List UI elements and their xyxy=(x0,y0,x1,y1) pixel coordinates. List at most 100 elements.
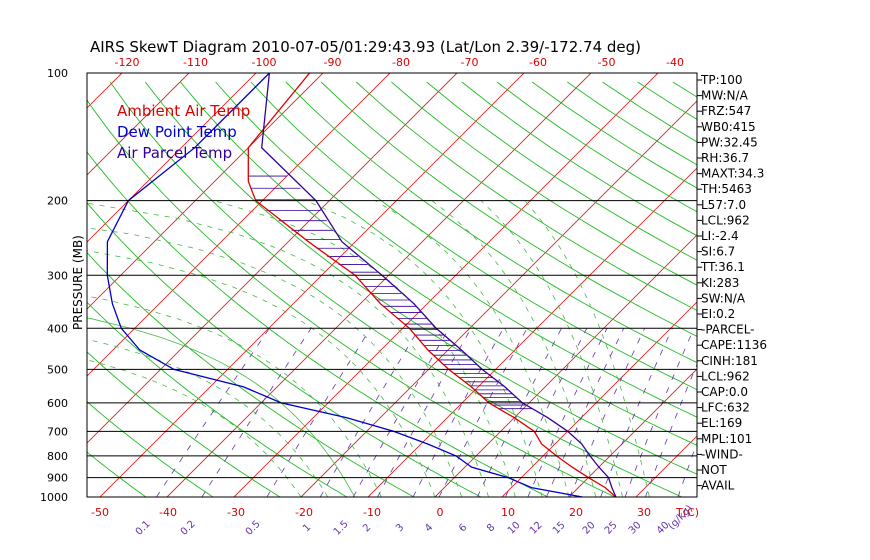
isotherm-line xyxy=(87,73,257,243)
pressure-tick-label: 1000 xyxy=(40,491,68,504)
bottom-temp-tick-label: -40 xyxy=(159,506,177,519)
index-value: L57:7.0 xyxy=(701,198,746,212)
dry-adiabat-line xyxy=(87,451,147,497)
dry-adiabat-line xyxy=(849,82,870,506)
dry-adiabat-line xyxy=(144,81,697,475)
mixing-ratio-line xyxy=(352,328,450,497)
top-temp-tick-label: -40 xyxy=(666,56,684,69)
bottom-temp-tick-label: 10 xyxy=(501,506,515,519)
mixing-ratio-label: 12 xyxy=(528,520,545,537)
plot-frame xyxy=(86,72,698,498)
temp-unit-label: T(C) xyxy=(675,506,699,519)
index-value: EL:169 xyxy=(701,416,742,430)
legend-entry: Air Parcel Temp xyxy=(117,144,232,162)
mixing-ratio-label: 6 xyxy=(457,522,469,534)
mixing-ratio-label: 30 xyxy=(627,520,644,537)
dry-adiabat-line xyxy=(87,301,348,497)
legend: Ambient Air Temp Dew Point Temp Air Parcel… xyxy=(117,102,250,162)
mixing-ratio-line xyxy=(201,328,312,497)
pressure-tick-label: 700 xyxy=(47,425,68,438)
index-value: MPL:101 xyxy=(701,432,752,446)
mixing-ratio-line xyxy=(377,328,472,497)
isotherm-line xyxy=(770,73,870,497)
mixing-ratio-line xyxy=(546,328,625,497)
top-temp-tick-label: -110 xyxy=(183,56,208,69)
dry-adiabat-line xyxy=(87,202,482,497)
dry-adiabat-line xyxy=(87,401,214,497)
dry-adiabat-line xyxy=(87,351,281,497)
mixing-ratio-label: 1 xyxy=(301,522,313,534)
dry-adiabat-line xyxy=(250,81,697,391)
pressure-tick-label: 100 xyxy=(47,67,68,80)
mixing-ratio-label: 0.1 xyxy=(134,519,153,538)
index-value: RH:36.7 xyxy=(701,151,749,165)
mixing-ratio-line xyxy=(569,328,646,497)
isotherm-line xyxy=(87,73,190,176)
index-value: LI:-2.4 xyxy=(701,229,739,243)
dry-adiabat-line xyxy=(215,81,697,418)
index-value: LFC:632 xyxy=(701,401,750,415)
isotherm-line xyxy=(501,301,697,497)
mixing-ratio-label: 15 xyxy=(551,520,568,537)
mixing-ratio-label: 8 xyxy=(485,522,497,534)
pressure-tick-label: 500 xyxy=(47,363,68,376)
dry-adiabat-line xyxy=(320,81,697,337)
series-dew-point-temp xyxy=(106,73,583,497)
isotherm-line xyxy=(87,73,391,377)
moist-adiabat-line xyxy=(0,275,329,497)
moist-adiabat-line xyxy=(213,200,516,497)
index-value: CINH:181 xyxy=(701,354,758,368)
isotherm-line xyxy=(367,167,697,497)
top-temp-tick-label: -70 xyxy=(461,56,479,69)
pressure-tick-label: 300 xyxy=(47,269,68,282)
top-temp-tick-label: -90 xyxy=(324,56,342,69)
dry-adiabat-line xyxy=(285,81,697,364)
moist-adiabat-line xyxy=(87,227,463,497)
index-value: TH:5463 xyxy=(700,182,752,196)
mixing-ratio-line xyxy=(156,328,270,497)
bottom-temp-tick-label: 20 xyxy=(569,506,583,519)
pressure-tick-label: 200 xyxy=(47,195,68,208)
index-value: CAPE:1136 xyxy=(701,338,767,352)
bottom-temp-tick-label: 30 xyxy=(637,506,651,519)
mixing-ratio-line xyxy=(624,328,695,497)
bottom-temp-tick-label: -20 xyxy=(295,506,313,519)
dry-adiabat-line xyxy=(778,82,870,506)
index-value: CAP:0.0 xyxy=(701,385,748,399)
bottom-temp-tick-label: -50 xyxy=(91,506,109,519)
pressure-tick-label: 600 xyxy=(47,397,68,410)
dry-adiabat-line xyxy=(87,151,550,497)
top-temp-tick-label: -120 xyxy=(115,56,140,69)
index-value: TP:100 xyxy=(700,73,743,87)
dry-adiabat-line xyxy=(743,82,870,506)
top-temp-tick-label: -80 xyxy=(392,56,410,69)
bottom-temp-tick-label: -30 xyxy=(227,506,245,519)
series-ambient-air-temp xyxy=(247,73,617,497)
isotherm-line xyxy=(99,73,525,497)
index-value: EI:0.2 xyxy=(701,307,735,321)
index-value: NOT xyxy=(701,463,727,477)
mixing-ratio-label: 3 xyxy=(394,522,406,534)
isotherm-line xyxy=(568,368,697,497)
plot-border xyxy=(86,72,698,498)
dry-adiabat-line xyxy=(391,81,697,286)
pressure-tick-label: 800 xyxy=(47,450,68,463)
isotherm-line xyxy=(87,73,458,444)
index-value: SI:6.7 xyxy=(701,245,735,259)
bottom-temp-tick-label: -10 xyxy=(363,506,381,519)
top-temp-tick-label: -100 xyxy=(252,56,277,69)
mixing-ratio-label: 0.5 xyxy=(244,519,263,538)
mixing-ratio-label: 10 xyxy=(506,520,523,537)
isotherm-line xyxy=(166,73,592,497)
dry-adiabat-line xyxy=(813,82,870,506)
index-value: -WIND- xyxy=(701,447,743,461)
index-value: WB0:415 xyxy=(701,120,756,134)
dry-adiabat-line xyxy=(180,81,697,446)
index-value: TT:36.1 xyxy=(700,260,745,274)
index-value: PW:32.45 xyxy=(701,135,758,149)
series-air-parcel-temp xyxy=(261,73,617,497)
top-temp-tick-label: -50 xyxy=(598,56,616,69)
legend-entry: Dew Point Temp xyxy=(117,123,237,141)
index-value: MAXT:34.3 xyxy=(701,167,764,181)
